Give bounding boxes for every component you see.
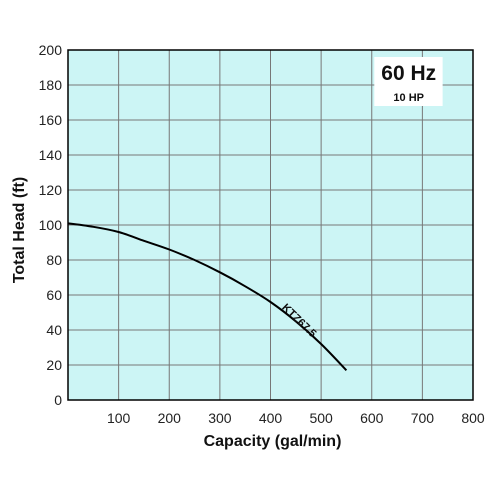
- x-axis-title: Capacity (gal/min): [204, 433, 342, 450]
- y-tick-label: 100: [39, 217, 63, 233]
- y-tick-label: 140: [39, 147, 63, 163]
- badge-power: 10 HP: [393, 92, 424, 104]
- y-tick-label: 60: [46, 287, 62, 303]
- y-tick-labels: 0 20 40 60 80 100 120 140 160 180 200: [39, 42, 63, 408]
- x-tick-label: 200: [158, 410, 182, 426]
- x-tick-label: 300: [208, 410, 232, 426]
- y-tick-label: 180: [39, 77, 63, 93]
- badge-background: [374, 57, 443, 106]
- x-tick-label: 600: [360, 410, 384, 426]
- y-tick-label: 120: [39, 182, 63, 198]
- x-tick-label: 400: [259, 410, 283, 426]
- x-tick-label: 700: [411, 410, 435, 426]
- y-tick-label: 0: [54, 392, 62, 408]
- x-tick-label: 100: [107, 410, 131, 426]
- badge-frequency: 60 Hz: [381, 62, 436, 85]
- x-tick-label: 500: [309, 410, 333, 426]
- y-tick-label: 20: [46, 357, 62, 373]
- x-tick-labels: 100 200 300 400 500 600 700 800: [107, 410, 485, 426]
- y-tick-label: 80: [46, 252, 62, 268]
- y-tick-label: 160: [39, 112, 63, 128]
- grid-lines: [68, 50, 473, 400]
- y-tick-label: 200: [39, 42, 63, 58]
- y-axis-title: Total Head (ft): [11, 177, 28, 283]
- series-line: [67, 222, 348, 371]
- y-tick-label: 40: [46, 322, 62, 338]
- frequency-badge: 60 Hz 10 HP: [374, 57, 443, 106]
- plot-frame: [67, 49, 474, 401]
- x-tick-label: 800: [461, 410, 485, 426]
